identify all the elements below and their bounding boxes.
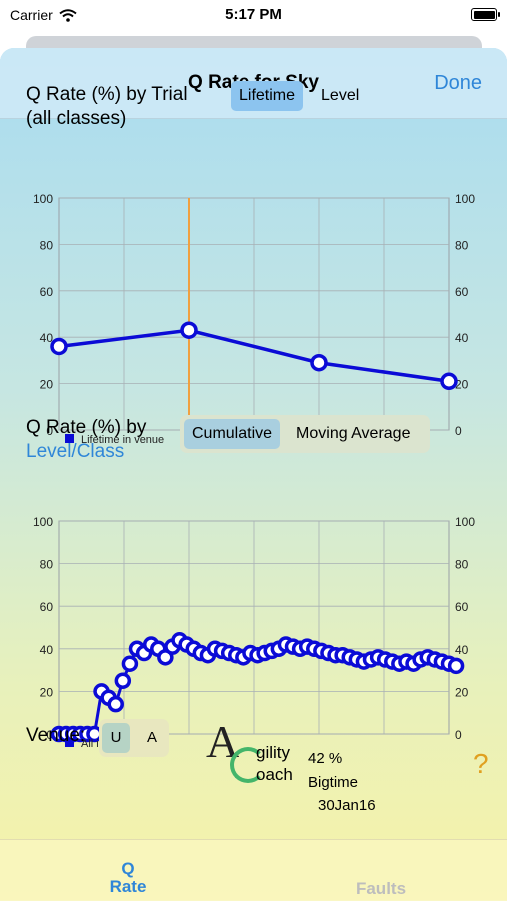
agility-coach-logo: A gility oach bbox=[206, 719, 306, 789]
data-point bbox=[107, 695, 124, 713]
trial-chart-title: Q Rate (%) by Trial bbox=[26, 84, 188, 105]
data-point bbox=[180, 321, 198, 339]
y-tick-label-right: 40 bbox=[455, 331, 469, 345]
data-point bbox=[310, 353, 328, 372]
y-tick-label-left: 80 bbox=[40, 238, 54, 252]
y-tick-label-left: 100 bbox=[33, 515, 53, 529]
legend-swatch bbox=[65, 738, 74, 747]
logo-letter-c bbox=[230, 747, 266, 783]
date-value: 30Jan16 bbox=[318, 797, 376, 814]
y-tick-label-left: 0 bbox=[46, 728, 53, 742]
status-time: 5:17 PM bbox=[225, 6, 282, 23]
tab-q-rate-line1: Q bbox=[121, 859, 135, 878]
y-tick-label-left: 20 bbox=[40, 378, 54, 392]
data-point bbox=[50, 337, 68, 356]
y-tick-label-right: 40 bbox=[455, 643, 469, 657]
lifetime-level-segmented-control: Lifetime Level bbox=[231, 81, 367, 111]
dog-name: Bigtime bbox=[308, 774, 359, 791]
trial-chart-heading: Q Rate (%) by Trial (all classes) bbox=[26, 83, 188, 131]
y-tick-label-right: 60 bbox=[455, 285, 469, 299]
y-tick-label-left: 80 bbox=[40, 558, 54, 572]
series-line bbox=[58, 328, 450, 384]
y-tick-label-right: 80 bbox=[455, 238, 469, 252]
y-tick-label-right: 20 bbox=[455, 685, 469, 699]
y-tick-label-left: 20 bbox=[40, 685, 54, 699]
level-chart-heading: Q Rate (%) by Level/Class bbox=[26, 416, 146, 464]
level-class-link[interactable]: Level/Class bbox=[26, 441, 125, 462]
y-tick-label-left: 0 bbox=[46, 424, 53, 438]
y-tick-label-left: 60 bbox=[40, 285, 54, 299]
y-tick-label-right: 0 bbox=[455, 728, 462, 742]
venue-option-u[interactable]: U bbox=[102, 723, 130, 753]
y-tick-label-right: 60 bbox=[455, 600, 469, 614]
battery-icon bbox=[471, 8, 500, 21]
tab-faults-label: Faults bbox=[355, 879, 407, 898]
level-chart-title: Q Rate (%) by bbox=[26, 417, 147, 438]
legend-swatch bbox=[65, 434, 74, 443]
q-rate-value: 42 % bbox=[308, 750, 343, 767]
y-tick-label-right: 80 bbox=[455, 558, 469, 572]
segment-lifetime[interactable]: Lifetime bbox=[231, 81, 304, 111]
trial-q-rate-chart: 0 0 20 20 40 40 60 60 80 80 100 100 Lifetime in venu… bbox=[33, 192, 475, 445]
tab-faults[interactable]: Faults bbox=[345, 880, 417, 898]
y-tick-label-left: 40 bbox=[40, 331, 54, 345]
segment-cumulative[interactable]: Cumulative bbox=[184, 419, 281, 449]
y-tick-label-right: 0 bbox=[455, 424, 462, 438]
tab-q-rate[interactable]: Q Rate bbox=[103, 860, 153, 896]
y-tick-label-left: 40 bbox=[40, 643, 54, 657]
venue-segmented-control: U A bbox=[99, 719, 169, 757]
segment-moving-average[interactable]: Moving Average bbox=[296, 425, 411, 442]
cumulative-moving-segmented-control: Cumulative Moving Average bbox=[180, 415, 430, 453]
y-tick-label-right: 100 bbox=[455, 192, 475, 206]
carrier-group: Carrier bbox=[10, 7, 77, 23]
logo-text-gility: gility bbox=[256, 743, 291, 762]
legend-label: Lifetime in venue bbox=[81, 434, 164, 445]
tab-bar: Q Rate Faults bbox=[0, 839, 507, 901]
y-tick-label-right: 20 bbox=[455, 378, 469, 392]
done-button[interactable]: Done bbox=[434, 72, 482, 94]
data-point bbox=[447, 657, 465, 675]
trial-chart-subtitle: (all classes) bbox=[26, 108, 127, 129]
help-icon[interactable]: ? bbox=[473, 748, 489, 779]
logo-text-oach: oach bbox=[256, 765, 293, 784]
venue-label: Venue: bbox=[26, 725, 86, 746]
segment-level[interactable]: Level bbox=[321, 87, 360, 104]
data-point bbox=[114, 672, 132, 689]
venue-option-a[interactable]: A bbox=[146, 729, 157, 746]
y-tick-label-left: 100 bbox=[33, 192, 53, 206]
data-point bbox=[440, 372, 458, 391]
y-tick-label-right: 100 bbox=[455, 515, 475, 529]
carrier-label: Carrier bbox=[10, 7, 53, 23]
data-point bbox=[121, 655, 139, 672]
y-tick-label-left: 60 bbox=[40, 600, 54, 614]
status-bar: Carrier 5:17 PM bbox=[0, 0, 507, 30]
tab-q-rate-line2: Rate bbox=[109, 877, 147, 896]
wifi-icon bbox=[59, 8, 77, 22]
